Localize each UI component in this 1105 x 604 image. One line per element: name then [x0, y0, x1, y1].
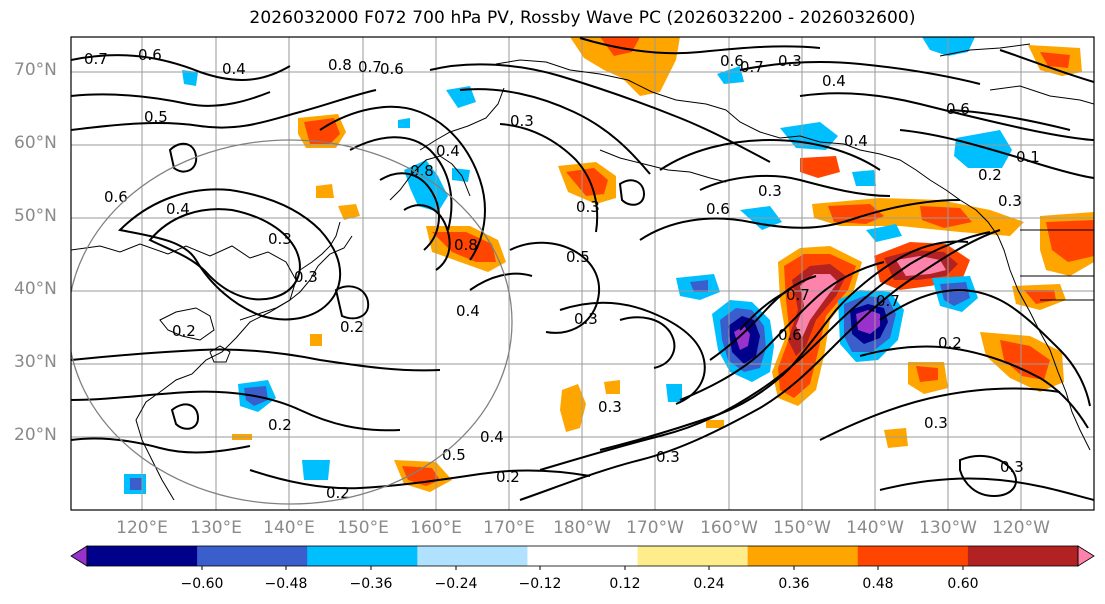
colorbar-extend-low [70, 545, 88, 567]
colorbar-swatch [87, 546, 198, 566]
contour-label: 0.2 [326, 484, 350, 502]
contour-label: 0.7 [876, 292, 900, 310]
contour-label: 0.3 [778, 52, 802, 70]
contour-label: 0.7 [84, 50, 108, 68]
lon-label-140e: 140°E [263, 518, 315, 538]
lon-label-120e: 120°E [116, 518, 168, 538]
contour-label: 0.6 [380, 60, 404, 78]
lon-label-130w: 130°W [919, 518, 977, 538]
lat-label-20n: 20°N [14, 425, 57, 445]
contour-label: 0.6 [946, 100, 970, 118]
colorbar-tick-label: −0.48 [264, 576, 308, 592]
colorbar-tick-label: −0.24 [434, 576, 478, 592]
contour-label: 0.4 [222, 60, 246, 78]
colorbar [70, 545, 1095, 570]
colorbar-swatch [967, 546, 1079, 566]
colorbar-tick-label: 0.48 [862, 576, 894, 592]
contour-label: 0.4 [456, 302, 480, 320]
colorbar-tick-label: −0.36 [349, 576, 393, 592]
lon-label-130e: 130°E [190, 518, 242, 538]
contour-label: 0.6 [104, 188, 128, 206]
contour-label: 0.3 [656, 448, 680, 466]
lon-label-140w: 140°W [846, 518, 904, 538]
contour-label: 0.5 [442, 446, 466, 464]
contour-label: 0.3 [576, 198, 600, 216]
contour-label: 0.4 [436, 142, 460, 160]
lon-label-150e: 150°E [337, 518, 389, 538]
contour-label: 0.3 [758, 182, 782, 200]
contour-label: 0.6 [778, 326, 802, 344]
region-circle [71, 139, 513, 505]
lat-label-40n: 40°N [14, 279, 57, 299]
contour-label: 0.5 [144, 108, 168, 126]
gridlines [71, 37, 1094, 510]
contour-label: 0.1 [1016, 148, 1040, 166]
contour-label: 0.7 [358, 58, 382, 76]
lon-label-160e: 160°E [410, 518, 462, 538]
map-title: 2026032000 F072 700 hPa PV, Rossby Wave … [249, 8, 916, 28]
contour-label: 0.3 [294, 268, 318, 286]
colorbar-swatch [527, 546, 639, 566]
contour-label: 0.4 [480, 428, 504, 446]
colorbar-extend-high [1077, 545, 1095, 567]
contour-label: 0.8 [328, 56, 352, 74]
pv-contours [71, 37, 1094, 501]
contour-label: 0.2 [172, 322, 196, 340]
map-frame [70, 36, 1095, 511]
contour-label: 0.3 [510, 112, 534, 130]
colorbar-tick-label: −0.12 [518, 576, 562, 592]
colorbar-swatch [197, 546, 308, 566]
contour-label: 0.8 [454, 236, 478, 254]
colorbar-swatch [307, 546, 418, 566]
colorbar-swatch [637, 546, 749, 566]
contour-label: 0.3 [598, 398, 622, 416]
contour-label: 0.3 [998, 192, 1022, 210]
colorbar-tick-label: 0.60 [947, 576, 979, 592]
contour-label: 0.2 [938, 334, 962, 352]
lon-label-180w: 180°W [553, 518, 611, 538]
contour-label: 0.5 [566, 248, 590, 266]
colorbar-tick-label: −0.60 [180, 576, 224, 592]
colorbar-tick-label: 0.36 [778, 576, 810, 592]
colorbar-tick-label: 0.12 [609, 576, 641, 592]
contour-label: 0.3 [1000, 458, 1024, 476]
contour-label: 0.3 [574, 310, 598, 328]
contour-label: 0.6 [138, 46, 162, 64]
contour-label: 0.6 [706, 200, 730, 218]
lon-label-170e: 170°E [483, 518, 535, 538]
contour-label: 0.2 [268, 416, 292, 434]
contour-label: 0.4 [166, 200, 190, 218]
lon-label-170w: 170°W [626, 518, 684, 538]
colorbar-swatch [417, 546, 528, 566]
contour-label: 0.2 [340, 318, 364, 336]
lon-label-120w: 120°W [992, 518, 1050, 538]
contour-label: 0.4 [822, 72, 846, 90]
colorbar-swatch [857, 546, 969, 566]
contour-label: 0.3 [924, 414, 948, 432]
contour-label: 0.6 [720, 52, 744, 70]
colorbar-swatch [747, 546, 859, 566]
lat-label-60n: 60°N [14, 133, 57, 153]
lat-label-30n: 30°N [14, 352, 57, 372]
lon-label-150w: 150°W [773, 518, 831, 538]
lat-label-70n: 70°N [14, 60, 57, 80]
lon-label-160w: 160°W [700, 518, 758, 538]
contour-label: 0.8 [410, 162, 434, 180]
lat-label-50n: 50°N [14, 206, 57, 226]
contour-label: 0.3 [268, 230, 292, 248]
colorbar-outline [86, 545, 1079, 567]
contour-label: 0.4 [844, 132, 868, 150]
colorbar-tick-label: 0.24 [693, 576, 725, 592]
contour-label: 0.2 [978, 166, 1002, 184]
contour-label: 0.7 [740, 58, 764, 76]
contour-labels: 0.7 0.6 0.4 0.5 0.8 0.7 0.6 0.3 0.4 0.6 … [84, 46, 1040, 502]
contour-label: 0.7 [786, 286, 810, 304]
contour-label: 0.2 [496, 468, 520, 486]
